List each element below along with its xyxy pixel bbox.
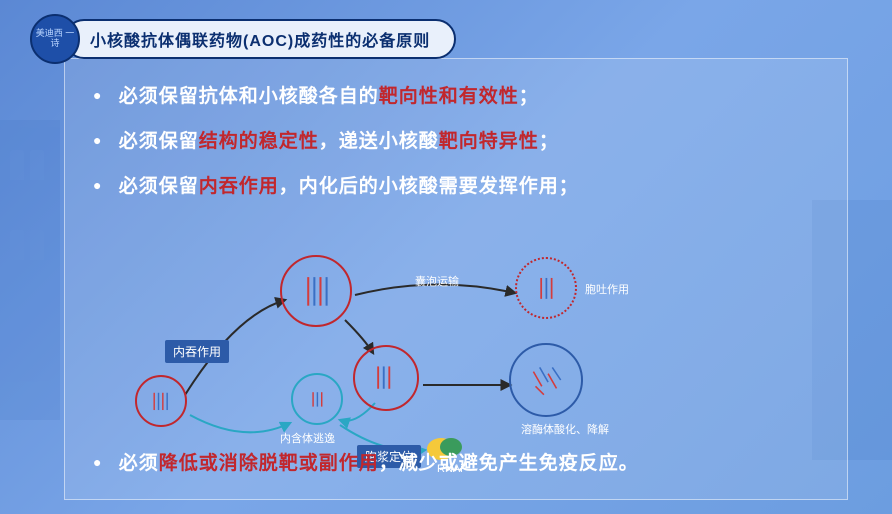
brand-logo: 美迪西 一诗 <box>30 14 80 64</box>
content-panel: 必须保留抗体和小核酸各自的靶向性和有效性； 必须保留结构的稳定性，递送小核酸靶向… <box>64 58 848 500</box>
text: ； <box>539 131 559 152</box>
text: ，内化后的小核酸需要发挥作用； <box>279 176 579 197</box>
label-exocytosis: 胞吐作用 <box>585 281 629 297</box>
text: 必须保留 <box>119 176 199 197</box>
bullet-list: 必须保留抗体和小核酸各自的靶向性和有效性； 必须保留结构的稳定性，递送小核酸靶向… <box>93 81 819 216</box>
node-start <box>135 375 187 427</box>
text: 必须保留 <box>119 131 199 152</box>
node-late-endosome <box>353 345 419 411</box>
label-lysosome: 溶酶体酸化、降解 <box>521 421 609 437</box>
accent-text: 内吞作用 <box>199 176 279 197</box>
text: ，减少或避免产生免疫反应。 <box>379 453 639 474</box>
text: 必须保留抗体和小核酸各自的 <box>119 86 379 107</box>
accent-text: 靶向性和有效性 <box>379 86 519 107</box>
label-endocytosis: 内吞作用 <box>165 340 229 363</box>
label-vesicle-transport: 囊泡运输 <box>415 273 459 289</box>
label-endosome-escape: 内含体逃逸 <box>280 430 335 446</box>
title-bar: 美迪西 一诗 小核酸抗体偶联药物(AOC)成药性的必备原则 <box>30 14 456 64</box>
bullet-3: 必须保留内吞作用，内化后的小核酸需要发挥作用； <box>93 171 819 198</box>
accent-text: 靶向特异性 <box>439 131 539 152</box>
bullet-4: 必须降低或消除脱靶或副作用，减少或避免产生免疫反应。 <box>93 448 819 475</box>
text: 必须 <box>119 453 159 474</box>
bullet-1: 必须保留抗体和小核酸各自的靶向性和有效性； <box>93 81 819 108</box>
pathway-diagram: 内吞作用 囊泡运输 胞吐作用 溶酶体酸化、降解 内含体逃逸 胞浆定位 RNAi <box>105 245 805 465</box>
bullet-2: 必须保留结构的稳定性，递送小核酸靶向特异性； <box>93 126 819 153</box>
node-lysosome <box>509 343 583 417</box>
page-title: 小核酸抗体偶联药物(AOC)成药性的必备原则 <box>64 19 456 59</box>
text: ，递送小核酸 <box>319 131 439 152</box>
text: ； <box>519 86 539 107</box>
node-escape <box>291 373 343 425</box>
node-exocytosis <box>515 257 577 319</box>
accent-text: 降低或消除脱靶或副作用 <box>159 453 379 474</box>
node-endosome <box>280 255 352 327</box>
accent-text: 结构的稳定性 <box>199 131 319 152</box>
